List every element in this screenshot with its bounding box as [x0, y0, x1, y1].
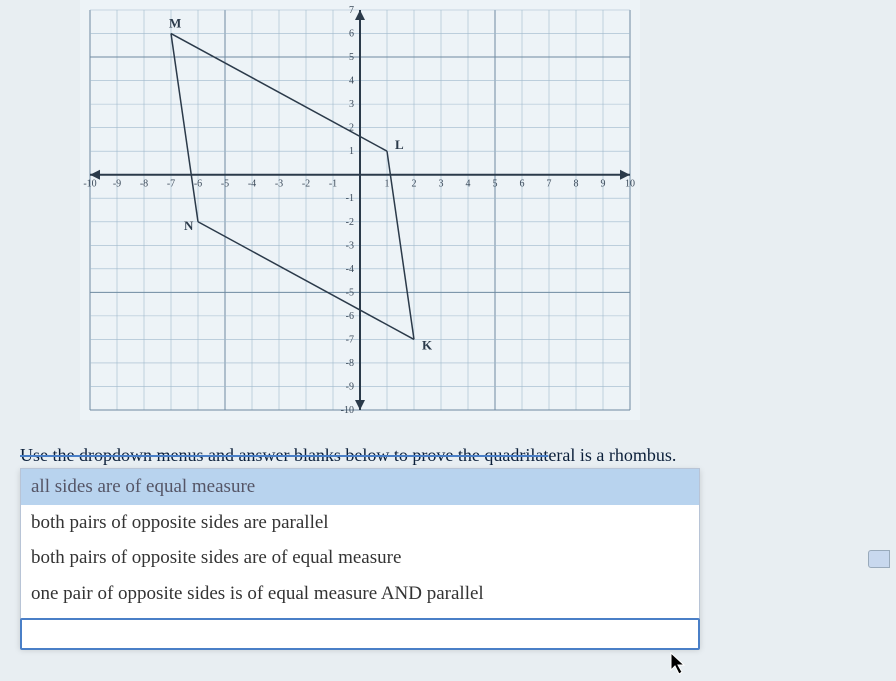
question-prefix: Use the dropdown menus and answer blanks… — [20, 445, 548, 465]
svg-text:1: 1 — [349, 146, 354, 157]
svg-text:3: 3 — [349, 99, 354, 110]
svg-text:-10: -10 — [83, 179, 96, 190]
dropdown-option[interactable]: one pair of opposite sides is of equal m… — [21, 576, 699, 612]
question-suffix: eral is a rhombus. — [548, 445, 676, 465]
svg-text:8: 8 — [574, 179, 579, 190]
svg-text:5: 5 — [349, 52, 354, 63]
dropdown-option[interactable]: all sides are of equal measure — [21, 469, 699, 505]
svg-text:-9: -9 — [346, 381, 354, 392]
svg-text:-7: -7 — [346, 334, 354, 345]
svg-text:M: M — [169, 16, 181, 31]
svg-text:-3: -3 — [346, 240, 354, 251]
svg-text:-2: -2 — [302, 179, 310, 190]
svg-text:1: 1 — [385, 179, 390, 190]
svg-text:-5: -5 — [346, 287, 354, 298]
svg-text:9: 9 — [601, 179, 606, 190]
svg-text:-2: -2 — [346, 217, 354, 228]
svg-text:L: L — [395, 137, 404, 152]
svg-text:6: 6 — [520, 179, 525, 190]
svg-text:-9: -9 — [113, 179, 121, 190]
coordinate-graph: -10 -9 -8 -7 -6 -5 -4 -3 -2 -1 1 2 3 4 5 6 7 8 9 10 -10 -9 -8 -… — [80, 0, 640, 420]
graph-svg: -10 -9 -8 -7 -6 -5 -4 -3 -2 -1 1 2 3 4 5 6 7 8 9 10 -10 -9 -8 -… — [80, 0, 640, 420]
question-text: Use the dropdown menus and answer blanks… — [20, 445, 880, 466]
svg-text:-4: -4 — [248, 179, 256, 190]
svg-text:-1: -1 — [329, 179, 337, 190]
svg-text:-8: -8 — [346, 358, 354, 369]
svg-text:10: 10 — [625, 179, 635, 190]
svg-text:N: N — [184, 218, 194, 233]
dropdown-option[interactable]: both pairs of opposite sides are paralle… — [21, 505, 699, 541]
svg-text:-5: -5 — [221, 179, 229, 190]
side-badge — [868, 550, 890, 568]
svg-text:-6: -6 — [346, 311, 354, 322]
svg-text:6: 6 — [349, 29, 354, 40]
svg-text:-3: -3 — [275, 179, 283, 190]
svg-text:2: 2 — [412, 179, 417, 190]
svg-text:-4: -4 — [346, 264, 354, 275]
svg-text:4: 4 — [466, 179, 471, 190]
svg-text:-1: -1 — [346, 193, 354, 204]
answer-select[interactable] — [20, 618, 700, 650]
svg-text:7: 7 — [547, 179, 552, 190]
svg-text:-10: -10 — [341, 405, 354, 416]
svg-text:-8: -8 — [140, 179, 148, 190]
svg-text:3: 3 — [439, 179, 444, 190]
svg-text:4: 4 — [349, 76, 354, 87]
svg-text:K: K — [422, 337, 433, 352]
svg-text:7: 7 — [349, 5, 354, 16]
svg-text:-7: -7 — [167, 179, 175, 190]
svg-text:5: 5 — [493, 179, 498, 190]
dropdown-option[interactable]: both pairs of opposite sides are of equa… — [21, 540, 699, 576]
svg-text:-6: -6 — [194, 179, 202, 190]
